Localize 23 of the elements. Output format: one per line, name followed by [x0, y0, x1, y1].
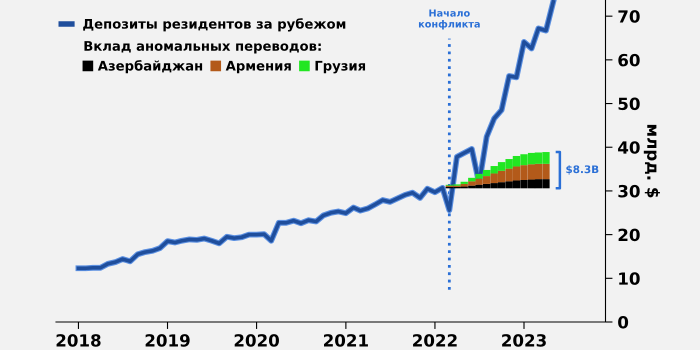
- y-tick-label: 30: [618, 184, 640, 198]
- x-tick-label: 2019: [146, 334, 190, 347]
- legend-title: Вклад аномальных переводов:: [84, 41, 321, 54]
- y-tick-label: 10: [619, 272, 640, 285]
- y-axis-title: млрд. $: [644, 124, 660, 198]
- y-tick-label: 40: [618, 141, 640, 154]
- legend-label: Азербайджан: [98, 60, 202, 74]
- line-series: [76, 0, 556, 272]
- x-tick-label: 2018: [56, 334, 101, 347]
- x-tick-label: 2021: [324, 334, 368, 347]
- ref-line-label: Начало конфликта: [418, 9, 480, 30]
- x-tick-label: 2020: [234, 334, 279, 347]
- y-tick-label: 70: [618, 10, 640, 23]
- y-tick-label: 60: [618, 54, 640, 66]
- legend-label: Грузия: [316, 60, 366, 74]
- annotation: $8.3B: [566, 165, 598, 175]
- y-tick-label: 20: [618, 228, 640, 242]
- x-tick-label: 2022: [413, 334, 457, 347]
- y-tick-label: 50: [618, 98, 640, 110]
- legend-label: Армения: [226, 60, 291, 74]
- x-tick-label: 2023: [502, 334, 546, 347]
- legend-label: Депозиты резидентов за рубежом: [83, 18, 346, 32]
- y-tick-label: 0: [618, 316, 628, 329]
